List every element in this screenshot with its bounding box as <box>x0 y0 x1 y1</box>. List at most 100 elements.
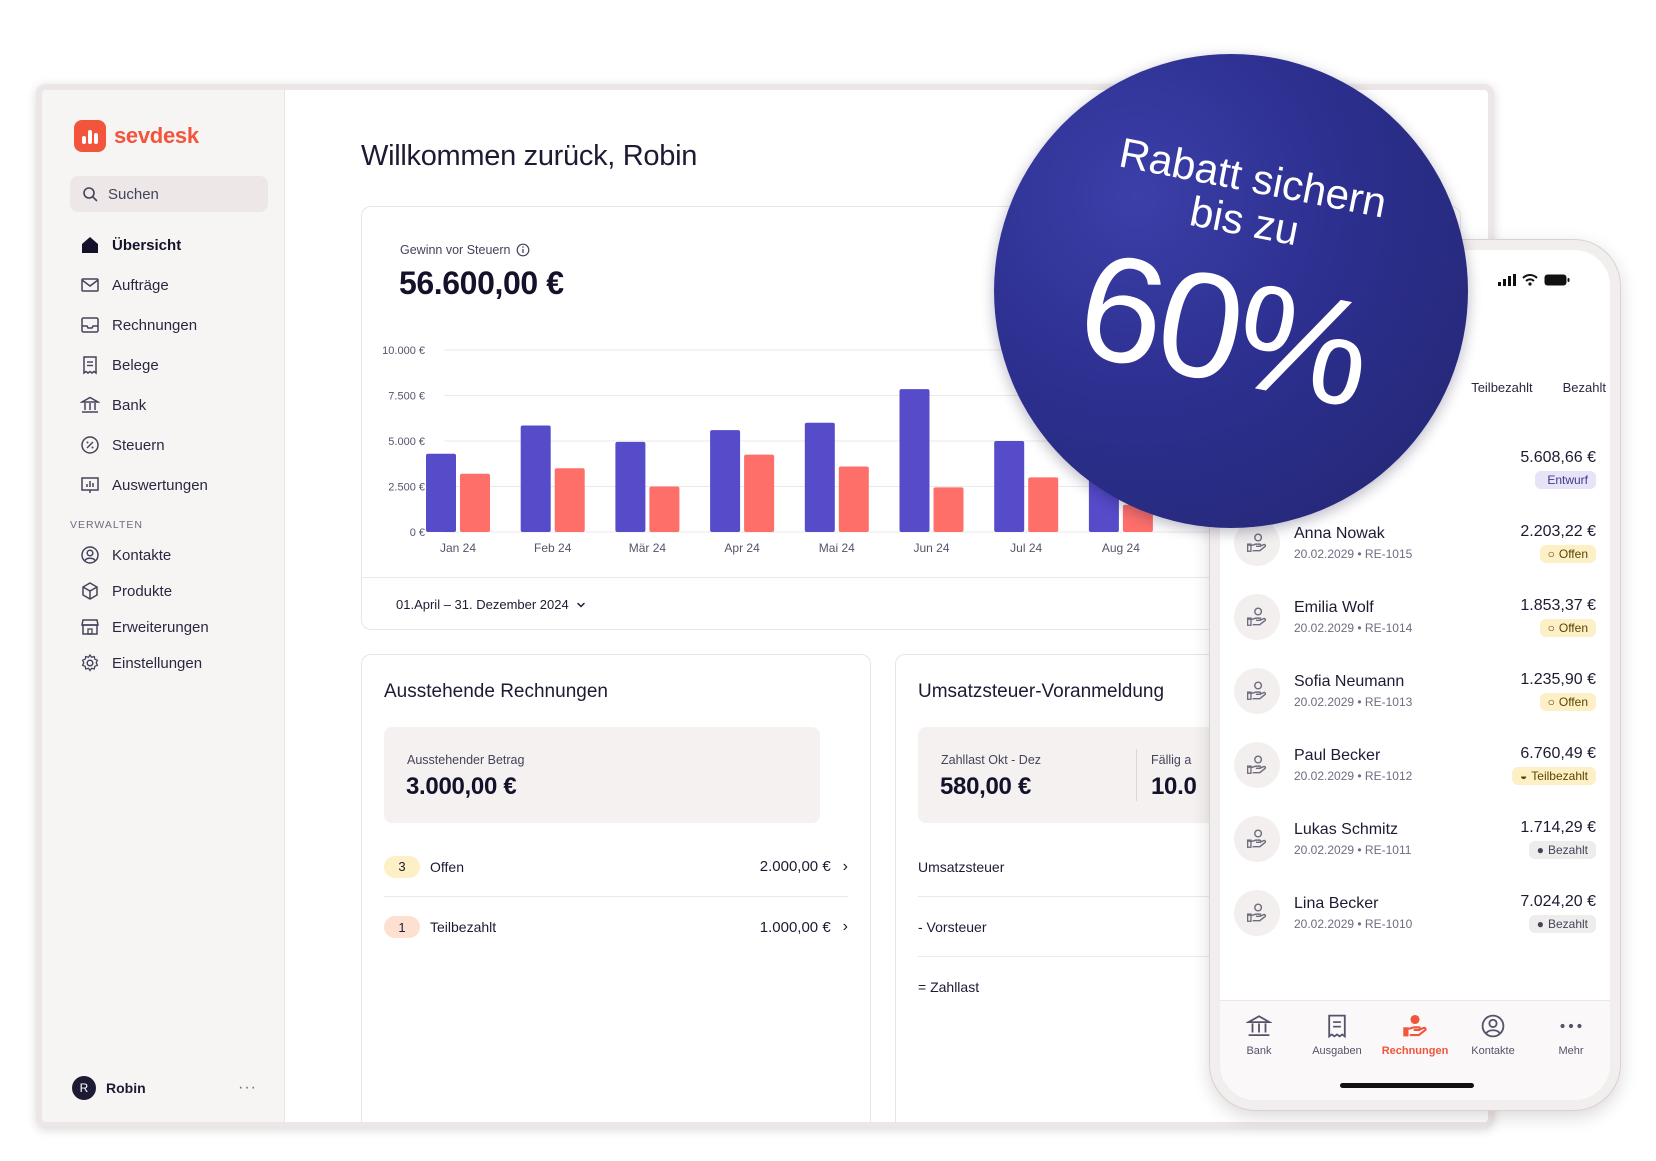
tab-mehr[interactable]: Mehr <box>1536 1013 1606 1057</box>
bar-series-2[interactable] <box>649 486 680 533</box>
vat-row: Umsatzsteuer <box>918 837 1472 897</box>
more-options-button[interactable]: ··· <box>238 1079 257 1096</box>
x-tick-label: Aug 24 <box>1102 541 1140 555</box>
invoice-meta: 20.02.2029 • RE-1011 <box>1294 843 1412 857</box>
status-label: Offen <box>1558 695 1588 709</box>
period-selector[interactable]: 01.April – 31. Dezember 2024 <box>362 577 1460 631</box>
bar-series-2[interactable] <box>933 487 964 532</box>
invoice-meta: 20.02.2029 • RE-1013 <box>1294 695 1413 709</box>
nav-item-auftraege[interactable]: Aufträge <box>70 265 270 305</box>
home-indicator <box>1340 1083 1474 1088</box>
info-icon[interactable] <box>516 243 530 257</box>
bar-series-1[interactable] <box>615 441 646 532</box>
bar-series-2[interactable] <box>838 466 869 532</box>
invoice-status-tabs: g Teilbezahlt Bezahlt <box>1434 380 1606 395</box>
store-icon <box>81 619 99 635</box>
nav-item-rechnungen[interactable]: Rechnungen <box>70 305 270 345</box>
vat-row: = Zahllast <box>918 957 1472 1017</box>
nav-item-bank[interactable]: Bank <box>70 385 270 425</box>
invoice-list-item[interactable]: Lukas Schmitz 20.02.2029 • RE-1011 1.714,2… <box>1234 802 1596 876</box>
bar-series-2[interactable] <box>1028 477 1059 532</box>
tab-bank[interactable]: Bank <box>1224 1013 1294 1057</box>
status-dot-icon: ○ <box>1547 695 1555 709</box>
invoice-list-item[interactable]: Sofia Neumann 20.02.2029 • RE-1013 1.235,9… <box>1234 654 1596 728</box>
nav-item-uebersicht[interactable]: Übersicht <box>70 225 270 265</box>
chevron-right-icon: › <box>842 857 848 875</box>
status-dot-icon: ○ <box>1547 621 1555 635</box>
logo[interactable]: sevdesk <box>74 120 199 152</box>
row-amount: 2.000,00 € <box>759 858 831 875</box>
more-dots-icon <box>1560 1023 1582 1029</box>
bottom-navigation: Bank Ausgaben Rechnungen Kontakte Mehr <box>1220 1000 1610 1100</box>
y-tick-label: 0 € <box>410 527 425 539</box>
x-tick-label: Mär 24 <box>629 541 667 555</box>
battery-icon <box>1544 274 1570 286</box>
tab-teilbezahlt[interactable]: Teilbezahlt <box>1471 380 1533 395</box>
search-placeholder: Suchen <box>108 185 159 203</box>
envelope-icon <box>81 278 99 292</box>
bar-series-1[interactable] <box>710 430 741 532</box>
status-dot-icon: ● <box>1536 917 1544 931</box>
x-tick-label: Mai 24 <box>819 541 855 555</box>
discount-promo-badge[interactable]: Rabatt sichern bis zu 60% <box>994 54 1468 528</box>
bar-series-1[interactable] <box>899 389 930 532</box>
bar-series-2[interactable] <box>554 468 585 532</box>
avatar: R <box>72 1076 96 1100</box>
invoice-meta: 20.02.2029 • RE-1015 <box>1294 547 1413 561</box>
outstanding-row-teilbezahlt[interactable]: 1 Teilbezahlt 1.000,00 € › <box>384 897 848 957</box>
invoice-amount: 2.203,22 € <box>1520 523 1596 540</box>
invoice-list-item[interactable]: Emilia Wolf 20.02.2029 • RE-1014 1.853,37 … <box>1234 580 1596 654</box>
nav-item-einstellungen[interactable]: Einstellungen <box>70 645 270 681</box>
count-badge: 1 <box>384 916 420 938</box>
bar-series-1[interactable] <box>804 422 835 532</box>
tab-bezahlt[interactable]: Bezahlt <box>1562 380 1606 395</box>
x-tick-label: Apr 24 <box>724 541 760 555</box>
row-label: = Zahllast <box>918 979 980 995</box>
invoice-list-item[interactable]: Lina Becker 20.02.2029 • RE-1010 7.024,20 … <box>1234 876 1596 950</box>
bar-series-2[interactable] <box>460 473 490 532</box>
x-tick-label: Jul 24 <box>1010 541 1042 555</box>
profit-value: 56.600,00 € <box>399 265 564 301</box>
page-title: Willkommen zurück, Robin <box>361 140 698 172</box>
nav-item-steuern[interactable]: Steuern <box>70 425 270 465</box>
bar-series-1[interactable] <box>994 441 1025 532</box>
y-tick-label: 2.500 € <box>388 482 425 494</box>
status-badge: ● Bezahlt <box>1528 841 1596 859</box>
outstanding-amount-label: Ausstehender Betrag <box>407 753 525 767</box>
status-badge: ○ Offen <box>1539 693 1596 711</box>
tab-kontakte[interactable]: Kontakte <box>1458 1013 1528 1057</box>
bar-series-1[interactable] <box>426 453 456 532</box>
status-label: Offen <box>1558 621 1588 635</box>
status-badge: ○ Offen <box>1539 619 1596 637</box>
gear-icon <box>81 653 99 672</box>
invoice-list-item[interactable]: Paul Becker 20.02.2029 • RE-1012 6.760,49 … <box>1234 728 1596 802</box>
tab-rechnungen[interactable]: Rechnungen <box>1380 1013 1450 1057</box>
row-label: - Vorsteuer <box>918 918 987 935</box>
profit-label: Gewinn vor Steuern <box>400 243 530 257</box>
nav-item-auswertungen[interactable]: Auswertungen <box>70 465 270 505</box>
bar-series-2[interactable] <box>744 454 775 532</box>
vat-due-label: Fällig a <box>1151 753 1192 767</box>
bar-series-1[interactable] <box>520 425 551 532</box>
customer-name: Lukas Schmitz <box>1294 821 1399 838</box>
nav-item-erweiterungen[interactable]: Erweiterungen <box>70 609 270 645</box>
nav-item-produkte[interactable]: Produkte <box>70 573 270 609</box>
y-tick-label: 10.000 € <box>382 345 425 357</box>
tab-ausgaben[interactable]: Ausgaben <box>1302 1013 1372 1057</box>
nav-item-belege[interactable]: Belege <box>70 345 270 385</box>
vat-payable-label: Zahllast Okt - Dez <box>941 753 1042 767</box>
tab-label: Rechnungen <box>1381 1045 1449 1057</box>
outstanding-row-offen[interactable]: 3 Offen 2.000,00 € › <box>384 837 848 897</box>
sidebar: sevdesk Suchen Übersicht Aufträge Rechnu… <box>42 90 285 1122</box>
x-tick-label: Jun 24 <box>913 541 949 555</box>
user-circle-icon <box>81 546 99 564</box>
invoice-list-item[interactable]: Anna Nowak 20.02.2029 • RE-1015 2.203,22 €… <box>1234 506 1596 580</box>
nav-item-kontakte[interactable]: Kontakte <box>70 537 270 573</box>
main-navigation: Übersicht Aufträge Rechnungen Belege Ban… <box>70 225 270 681</box>
status-label: Bezahlt <box>1547 917 1588 931</box>
nav-label: Aufträge <box>112 276 169 294</box>
x-tick-label: Jan 24 <box>440 541 476 555</box>
search-input[interactable]: Suchen <box>70 176 268 212</box>
vat-payable-value: 580,00 € <box>940 773 1032 800</box>
user-menu[interactable]: R Robin ··· <box>72 1076 257 1100</box>
